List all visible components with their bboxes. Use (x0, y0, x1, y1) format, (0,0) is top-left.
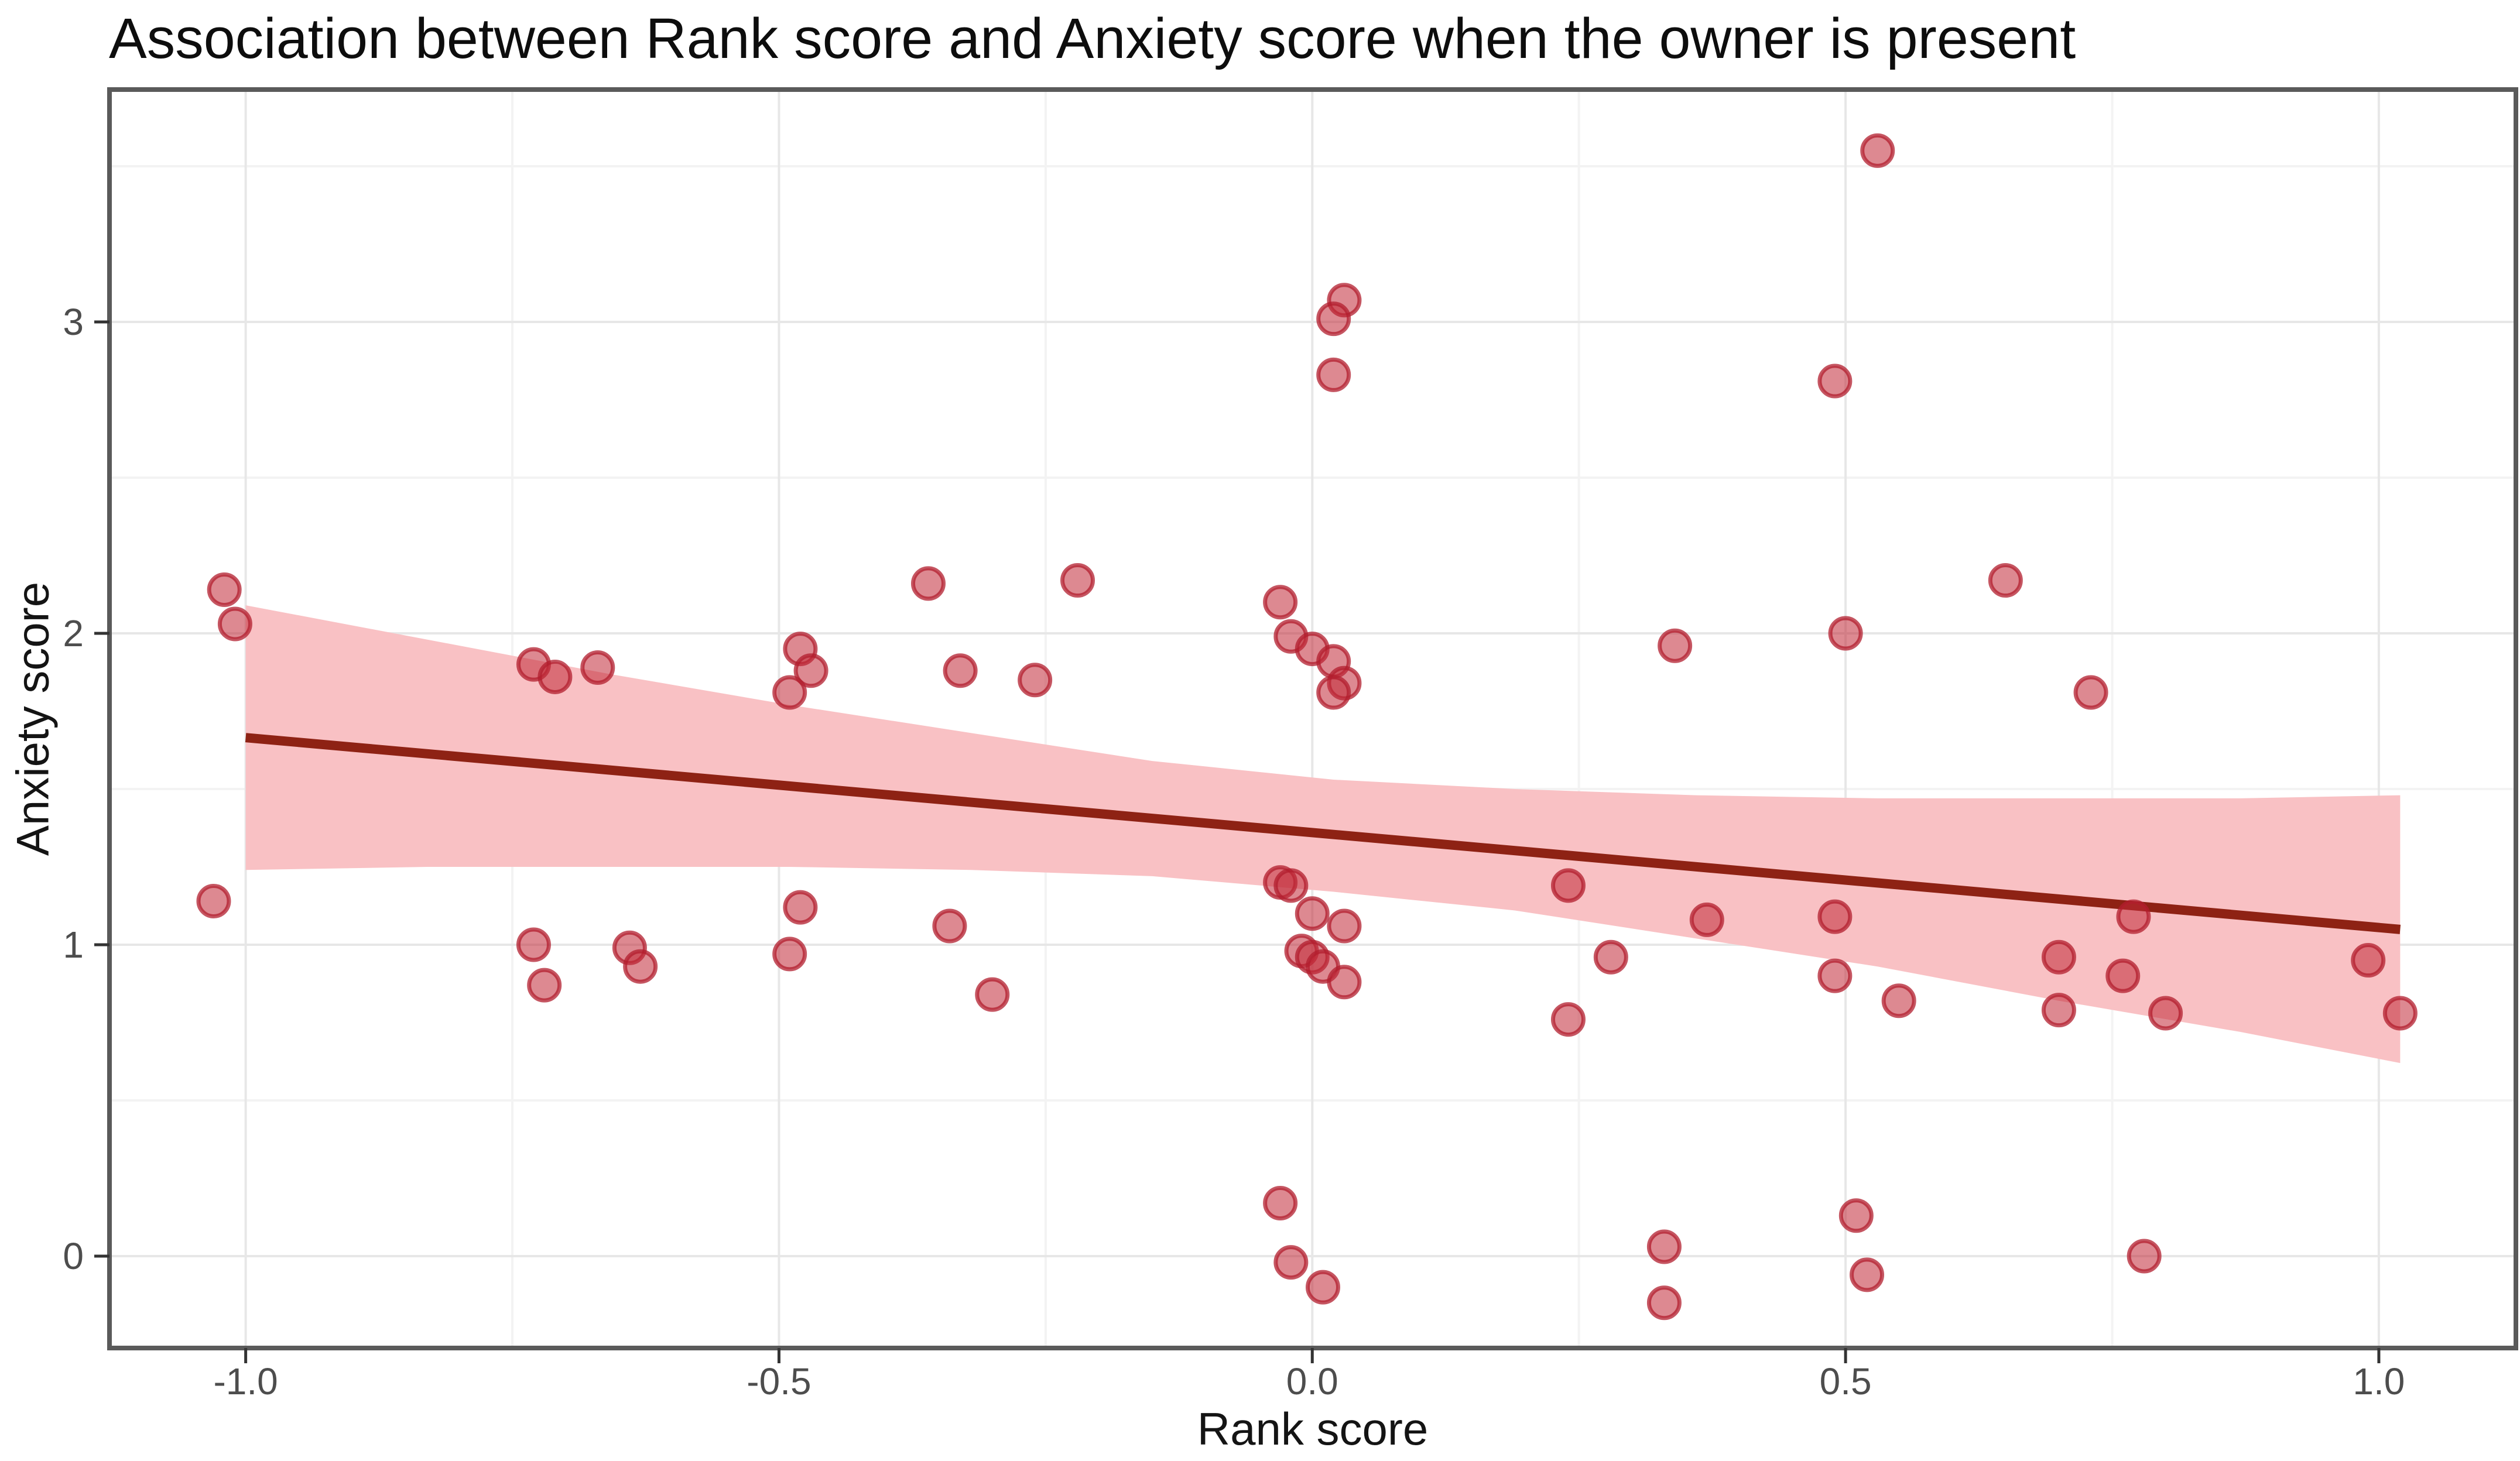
data-point (1658, 628, 1693, 663)
data-point (1817, 899, 1853, 934)
data-point (2382, 996, 2418, 1031)
x-axis-title: Rank score (1197, 1403, 1429, 1455)
data-point (1860, 133, 1895, 168)
data-point (1295, 896, 1330, 931)
data-point (772, 937, 807, 972)
data-point (1593, 939, 1628, 975)
data-point (527, 968, 562, 1003)
y-tick-labels: 0 1 2 3 (63, 301, 84, 1277)
data-point (772, 675, 807, 710)
data-point (2351, 943, 2386, 978)
x-tick-label: -0.5 (747, 1360, 811, 1402)
data-point (2041, 993, 2076, 1028)
data-point (1018, 663, 1053, 698)
data-point (1327, 908, 1362, 944)
data-point (623, 949, 658, 984)
data-point (2148, 996, 2183, 1031)
x-tick-label: 1.0 (2353, 1360, 2405, 1402)
y-tick-label: 0 (63, 1235, 84, 1277)
data-point (1817, 363, 1853, 399)
axis-ticks (94, 320, 2381, 1363)
data-point (1327, 965, 1362, 1000)
x-tick-label: 0.0 (1286, 1360, 1338, 1402)
data-point (2127, 1239, 2162, 1274)
data-point (1850, 1257, 1885, 1292)
data-point (1689, 902, 1724, 937)
data-point (1316, 675, 1351, 710)
data-point (1881, 983, 1916, 1018)
data-point (1828, 616, 1863, 651)
data-point (975, 977, 1010, 1012)
chart-title: Association between Rank score and Anxie… (109, 6, 2076, 70)
data-point (2105, 958, 2141, 993)
data-point (783, 890, 818, 925)
data-point (932, 908, 967, 944)
y-tick-label: 1 (63, 924, 84, 966)
x-tick-label: 0.5 (1820, 1360, 1872, 1402)
data-point (2116, 899, 2151, 934)
data-point (580, 650, 615, 685)
data-point (1988, 563, 2023, 598)
data-point (1550, 868, 1586, 903)
data-point (1316, 357, 1351, 392)
data-point (1263, 585, 1298, 620)
data-point (196, 883, 231, 918)
data-point (1646, 1285, 1682, 1321)
data-point (1817, 958, 1853, 993)
data-point (1273, 868, 1309, 903)
data-point (1273, 1245, 1309, 1280)
data-point (207, 572, 242, 607)
data-point (2073, 675, 2108, 710)
data-point (1550, 1002, 1586, 1037)
y-axis-title: Anxiety score (6, 581, 59, 856)
data-point (537, 659, 573, 694)
y-tick-label: 3 (63, 301, 84, 343)
data-point (1305, 1270, 1340, 1305)
data-point (1316, 301, 1351, 337)
data-point (910, 566, 946, 601)
data-point (217, 606, 252, 642)
regression-line (245, 733, 2401, 934)
data-point (1646, 1229, 1682, 1264)
data-point (793, 653, 828, 688)
data-point (943, 653, 978, 688)
x-tick-labels: -1.0 -0.5 0.0 0.5 1.0 (213, 1360, 2405, 1402)
x-tick-label: -1.0 (213, 1360, 278, 1402)
data-point (1263, 1186, 1298, 1221)
scatter-points (196, 133, 2418, 1321)
data-point (1060, 563, 1095, 598)
y-tick-label: 2 (63, 612, 84, 654)
data-point (1838, 1198, 1874, 1233)
data-point (2041, 939, 2076, 975)
data-point (516, 927, 551, 962)
